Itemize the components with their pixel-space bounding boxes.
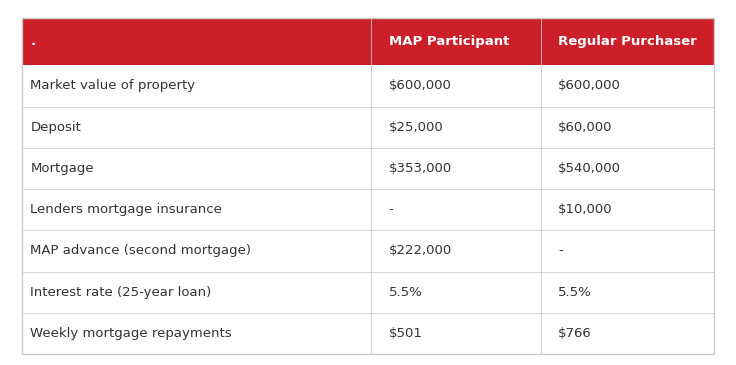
Bar: [22, 230, 714, 272]
Bar: [22, 313, 714, 354]
Text: $540,000: $540,000: [558, 162, 621, 175]
Text: $10,000: $10,000: [558, 203, 613, 216]
Text: 5.5%: 5.5%: [558, 286, 592, 299]
Bar: [22, 18, 714, 65]
Text: $766: $766: [558, 327, 592, 340]
Text: $353,000: $353,000: [389, 162, 452, 175]
Text: 5.5%: 5.5%: [389, 286, 422, 299]
Bar: [22, 65, 714, 107]
Text: $501: $501: [389, 327, 422, 340]
Text: -: -: [389, 203, 394, 216]
Text: MAP advance (second mortgage): MAP advance (second mortgage): [30, 245, 252, 257]
Text: $60,000: $60,000: [558, 121, 613, 134]
Text: Interest rate (25-year loan): Interest rate (25-year loan): [30, 286, 212, 299]
Text: Market value of property: Market value of property: [30, 80, 196, 92]
Bar: [22, 107, 714, 148]
Text: Weekly mortgage repayments: Weekly mortgage repayments: [30, 327, 232, 340]
Bar: [22, 148, 714, 189]
Bar: [22, 189, 714, 230]
Text: -: -: [558, 245, 563, 257]
Text: Lenders mortgage insurance: Lenders mortgage insurance: [30, 203, 222, 216]
Text: $600,000: $600,000: [389, 80, 452, 92]
Text: $600,000: $600,000: [558, 80, 621, 92]
Text: .: .: [30, 35, 35, 48]
Bar: [22, 272, 714, 313]
Text: Deposit: Deposit: [30, 121, 81, 134]
Text: MAP Participant: MAP Participant: [389, 35, 509, 48]
Text: Regular Purchaser: Regular Purchaser: [558, 35, 697, 48]
Text: Mortgage: Mortgage: [30, 162, 94, 175]
Text: $222,000: $222,000: [389, 245, 452, 257]
Text: $25,000: $25,000: [389, 121, 444, 134]
